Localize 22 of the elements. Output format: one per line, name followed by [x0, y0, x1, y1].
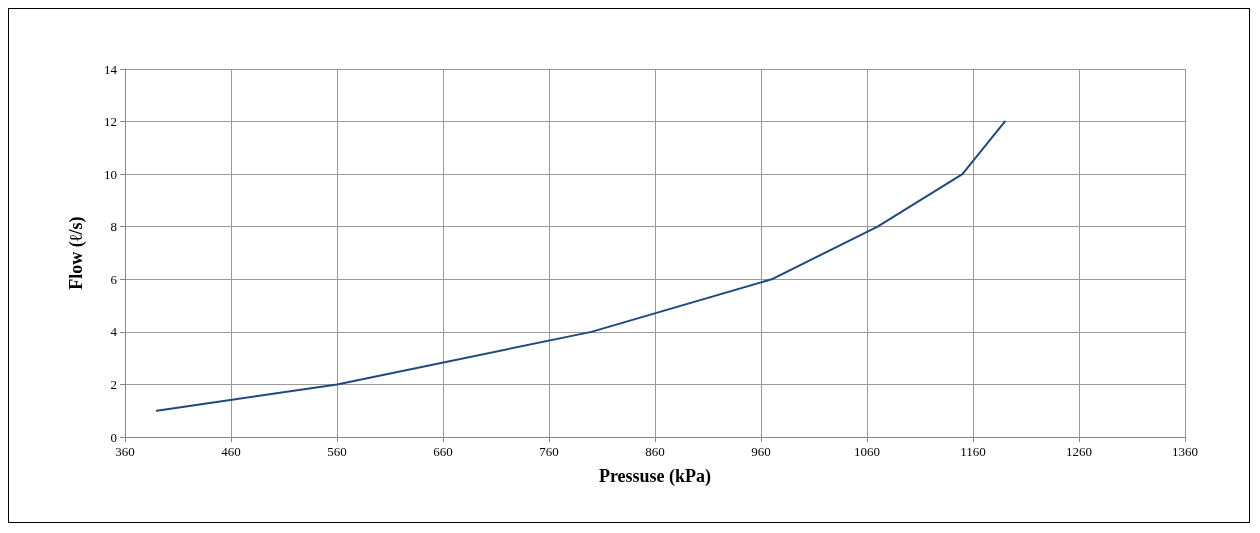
x-tick-label: 360 — [115, 444, 135, 459]
y-tick-label: 2 — [110, 376, 117, 392]
x-tick-label: 560 — [327, 444, 347, 459]
y-tick-label: 6 — [110, 271, 118, 287]
x-tick-label: 1160 — [960, 444, 986, 459]
y-tick-label: 8 — [110, 219, 117, 235]
x-tick-label: 660 — [433, 444, 453, 459]
x-tick-label: 960 — [751, 444, 771, 459]
x-tick-label: 860 — [645, 444, 665, 459]
y-tick-label: 4 — [110, 324, 118, 340]
x-tick-label: 1360 — [1172, 444, 1198, 459]
x-tick-label: 1060 — [854, 444, 880, 459]
x-tick-label: 460 — [221, 444, 241, 459]
y-tick-label: 14 — [104, 61, 118, 77]
x-axis-title: Pressuse (kPa) — [598, 466, 712, 487]
y-tick-label: 0 — [110, 429, 117, 445]
x-tick-label: 1260 — [1066, 444, 1092, 459]
x-tick-label: 760 — [539, 444, 559, 459]
y-axis-title: Flow (ℓ/s) — [66, 216, 87, 290]
line-series — [155, 120, 1006, 412]
y-tick-label: 10 — [104, 166, 117, 182]
y-tick-label: 12 — [104, 114, 117, 130]
